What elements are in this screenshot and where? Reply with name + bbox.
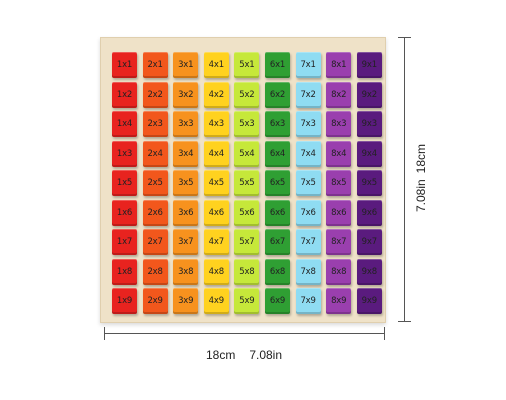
width-dimension-tick-left [104,327,105,340]
tile-1-8: 1x8 [112,258,137,285]
tile-5-4: 5x4 [234,140,260,167]
tile-2-1: 2x1 [142,52,168,78]
tile-7-5: 7x5 [295,170,321,196]
tile-9-6: 9x6 [356,199,382,226]
tile-9-8: 9x8 [356,258,382,285]
tile-3-8: 3x8 [173,258,199,285]
tile-9-3: 9x3 [356,111,382,137]
height-cm: 18cm [414,143,428,174]
tile-9-5: 9x5 [356,170,382,196]
tile-9-2: 9x2 [356,81,382,108]
width-label: 18cm 7.08in [206,348,282,362]
tile-grid: 1x1 1x2 1x4 1x3 1x5 1x6 1x7 1x8 1x9 2x1 2x2 2x3 2x4 2… [101,38,385,322]
tile-5-1: 5x1 [234,52,260,78]
width-dimension-tick-right [384,327,385,340]
tile-3-7: 3x7 [173,229,199,255]
tile-2-8: 2x8 [142,258,168,285]
width-dimension-line [104,333,384,334]
tile-9-7: 9x7 [356,229,382,255]
tile-2-4: 2x4 [142,140,168,167]
tile-2-3: 2x3 [142,111,168,137]
tile-6-7: 6x7 [265,229,290,255]
tile-5-6: 5x6 [234,199,260,226]
tile-1-1: 1x1 [112,52,137,78]
tile-3-2: 3x2 [173,81,199,108]
tile-1-9: 1x9 [112,288,137,314]
tile-4-4: 4x4 [203,140,229,167]
tile-4-3: 4x3 [203,111,229,137]
tile-3-4: 3x4 [173,140,199,167]
tile-1-3: 1x4 [112,111,137,137]
tile-6-4: 6x4 [265,140,290,167]
width-inches: 7.08in [249,348,283,362]
height-label: 7.08in 18cm [414,144,428,212]
tile-8-3: 8x3 [326,111,352,137]
height-dimension-line [404,37,405,321]
tile-8-2: 8x2 [326,81,352,108]
tile-7-9: 7x9 [295,288,321,314]
tile-8-8: 8x8 [326,258,352,285]
tile-7-1: 7x1 [295,52,321,78]
tile-7-4: 7x4 [295,140,321,167]
tile-6-2: 6x2 [265,81,290,108]
tile-6-5: 6x5 [265,170,290,196]
tile-5-7: 5x7 [234,229,260,255]
tile-4-1: 4x1 [203,52,229,78]
tile-1-7: 1x7 [112,229,137,255]
tile-8-4: 8x4 [326,140,352,167]
tile-9-1: 9x1 [356,52,382,78]
tile-9-9: 9x9 [356,288,382,314]
tile-7-6: 7x6 [295,199,321,226]
tile-1-6: 1x6 [112,199,137,226]
tile-8-6: 8x6 [326,199,352,226]
tile-9-4: 9x4 [356,140,382,167]
height-inches: 7.08in [414,179,428,213]
multiplication-board: 1x1 1x2 1x4 1x3 1x5 1x6 1x7 1x8 1x9 2x1 2x2 2x3 2x4 2… [100,37,386,323]
tile-6-8: 6x8 [265,258,290,285]
tile-2-5: 2x5 [142,170,168,196]
tile-6-9: 6x9 [265,288,290,314]
height-dimension-tick-top [398,37,411,38]
tile-1-2: 1x2 [112,81,137,108]
tile-3-1: 3x1 [173,52,199,78]
tile-4-9: 4x9 [203,288,229,314]
tile-5-9: 5x9 [234,288,260,314]
tile-4-7: 4x7 [203,229,229,255]
tile-6-1: 6x1 [265,52,290,78]
tile-4-8: 4x8 [203,258,229,285]
tile-3-3: 3x3 [173,111,199,137]
width-cm: 18cm [205,348,236,362]
tile-5-5: 5x5 [234,170,260,196]
tile-4-6: 4x6 [203,199,229,226]
tile-2-2: 2x2 [142,81,168,108]
tile-5-8: 5x8 [234,258,260,285]
tile-7-2: 7x2 [295,81,321,108]
tile-3-9: 3x9 [173,288,199,314]
tile-8-1: 8x1 [326,52,352,78]
tile-4-5: 4x5 [203,170,229,196]
tile-2-9: 2x9 [142,288,168,314]
tile-6-6: 6x6 [265,199,290,226]
tile-3-5: 3x5 [173,170,199,196]
tile-5-3: 5x3 [234,111,260,137]
tile-2-7: 2x7 [142,229,168,255]
tile-8-9: 8x9 [326,288,352,314]
tile-8-5: 8x5 [326,170,352,196]
tile-2-6: 2x6 [142,199,168,226]
tile-4-2: 4x2 [203,81,229,108]
tile-1-5: 1x5 [112,170,137,196]
tile-6-3: 6x3 [265,111,290,137]
tile-3-6: 3x6 [173,199,199,226]
tile-8-7: 8x7 [326,229,352,255]
tile-7-3: 7x3 [295,111,321,137]
tile-7-7: 7x7 [295,229,321,255]
height-dimension-tick-bottom [398,321,411,322]
tile-7-8: 7x8 [295,258,321,285]
tile-1-4: 1x3 [112,140,137,167]
tile-5-2: 5x2 [234,81,260,108]
